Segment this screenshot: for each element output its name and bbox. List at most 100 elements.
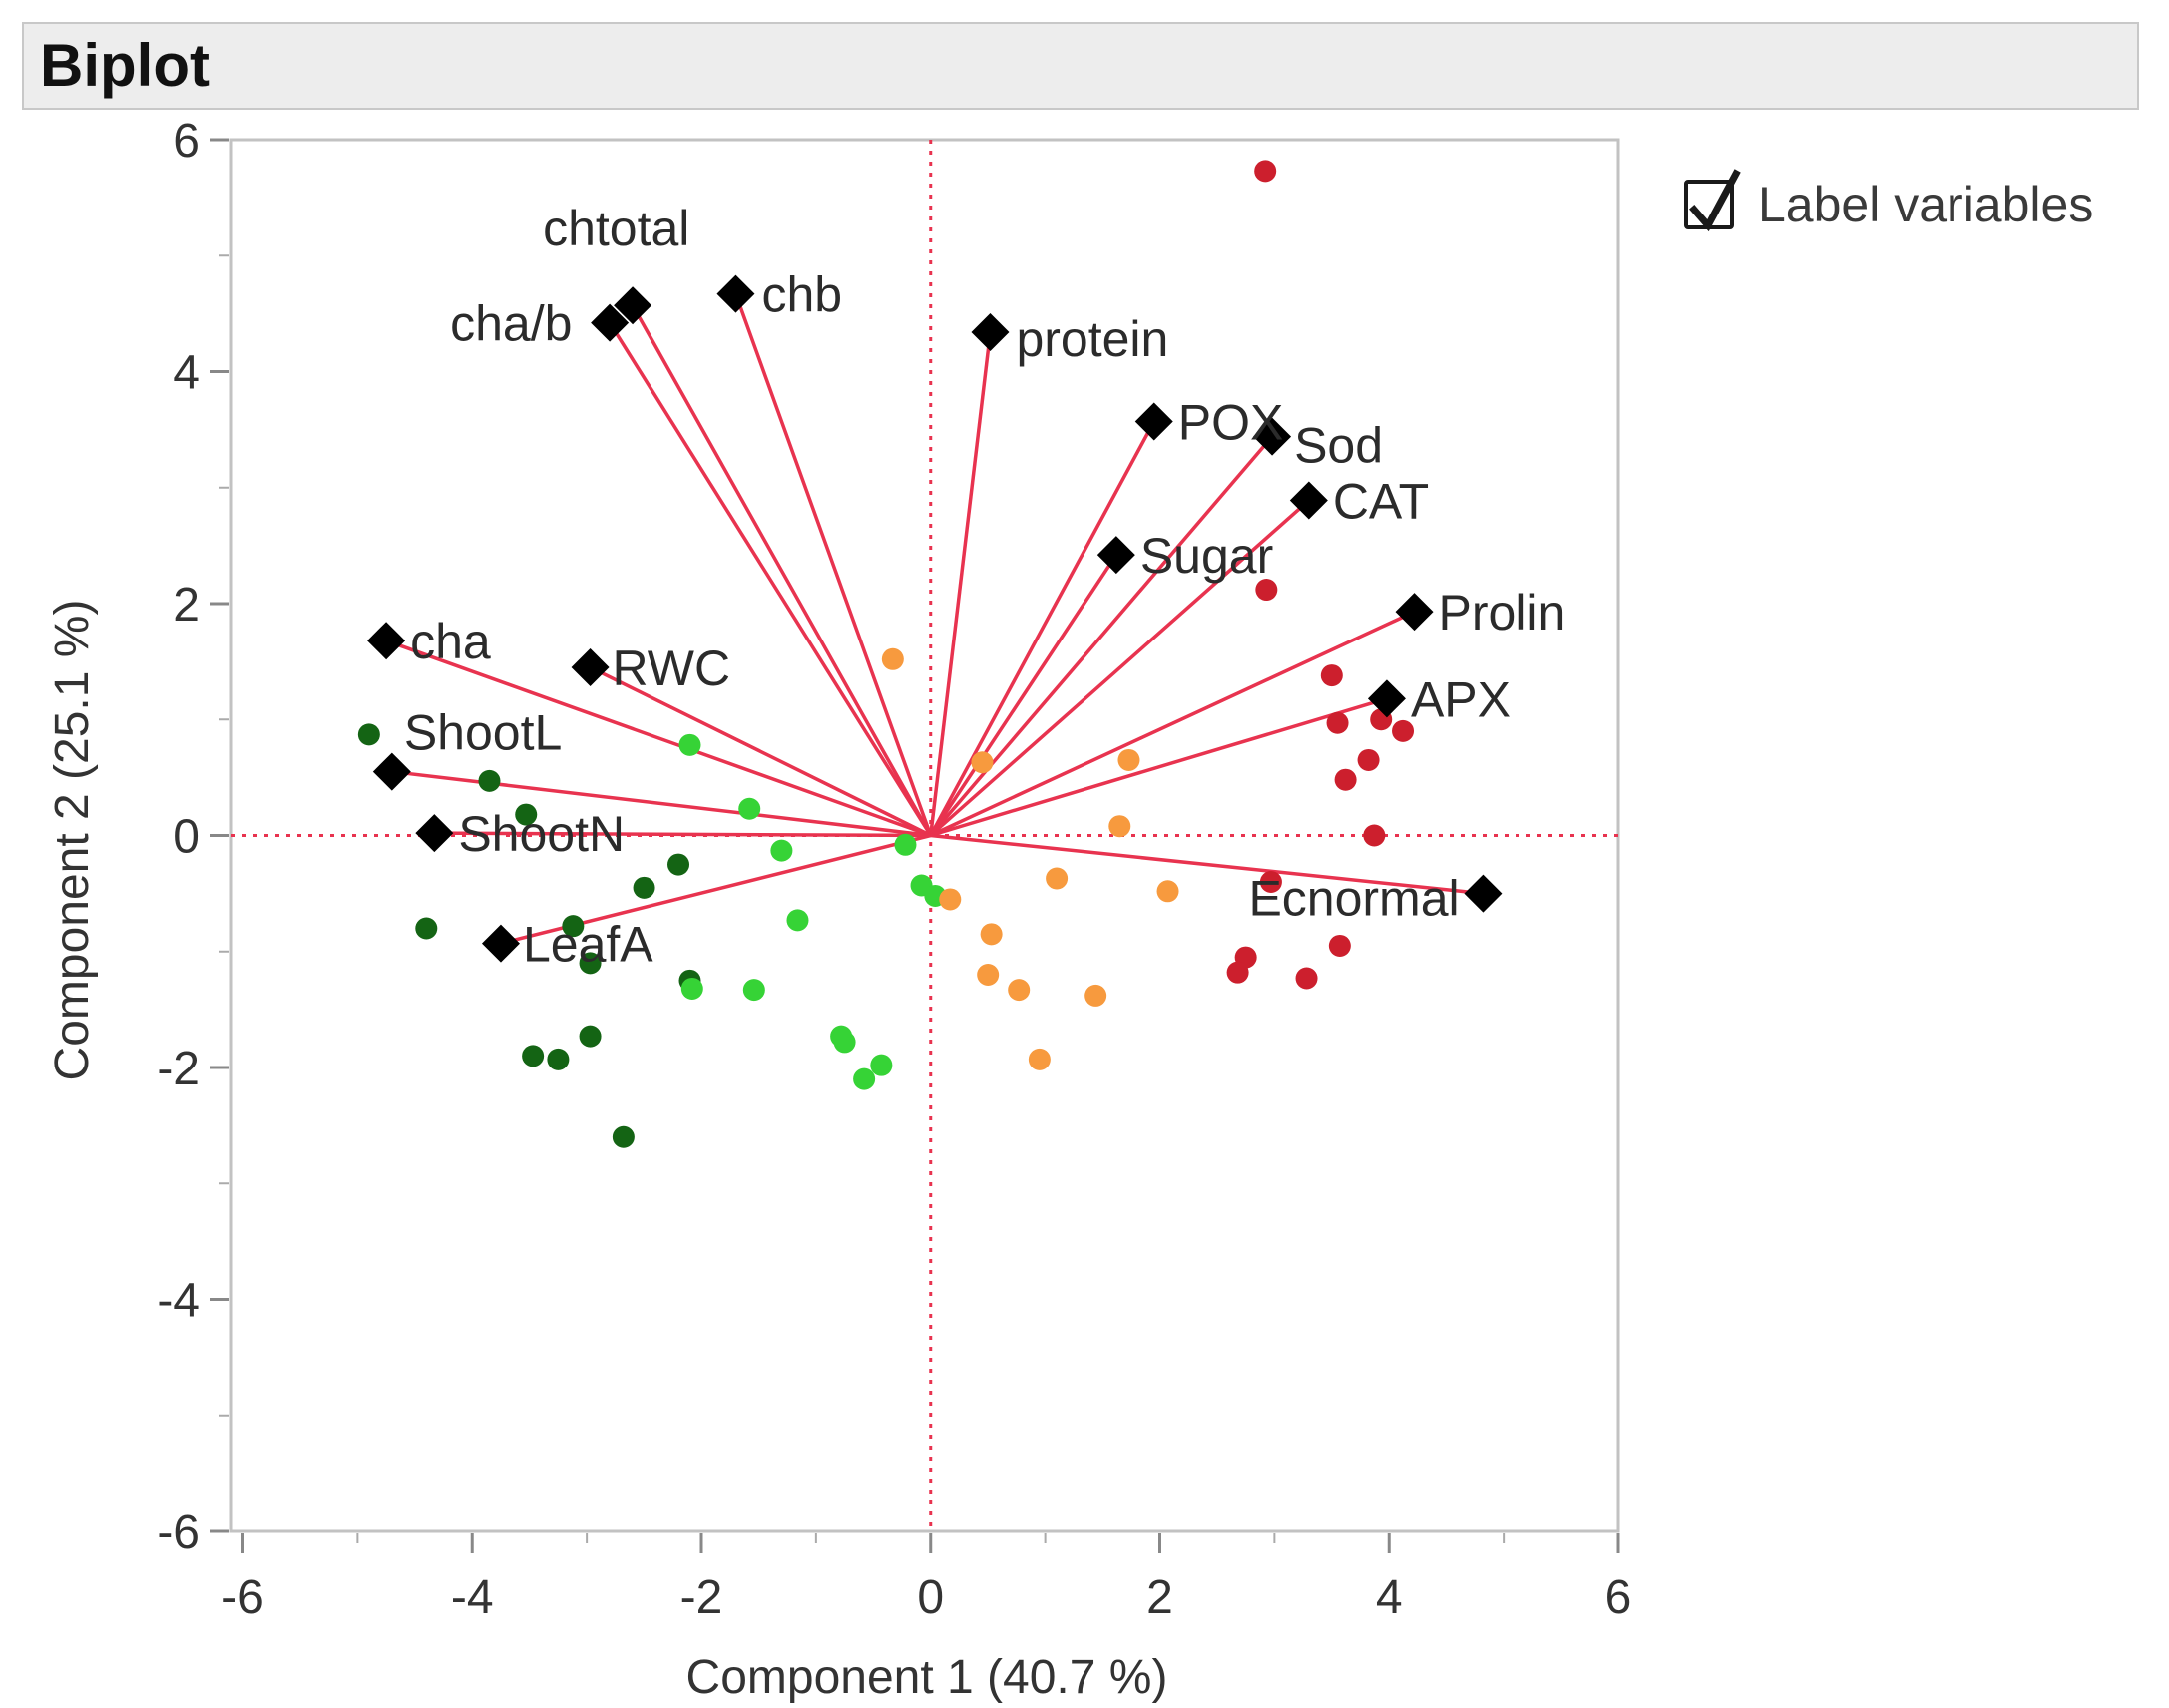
label-variables-checkbox[interactable] [1684,169,1741,232]
loading-vector-chb [733,293,933,837]
observation-points [357,160,1415,1148]
loading-label-cha: cha [410,614,491,669]
data-point [1046,867,1069,890]
data-point [742,979,765,1002]
data-point [478,769,501,792]
loading-label-chtotal: chtotal [543,201,689,256]
data-point [1334,768,1357,791]
label-variables-option[interactable]: Label variables [1684,169,2094,233]
data-point [1326,711,1349,734]
x-tick-label: 4 [1376,1571,1403,1624]
loading-vector-Sugar [929,554,1118,837]
y-tick-label: 4 [173,347,200,400]
data-point [612,1125,635,1148]
loading-marker-Ecnormal [1464,874,1503,913]
loading-label-RWC: RWC [613,640,731,696]
data-point [357,723,380,746]
data-point [1254,160,1277,183]
loading-marker-Sod [1253,417,1292,456]
data-point [579,952,602,975]
loading-label-chb: chb [761,267,842,323]
y-tick-label: 6 [173,115,200,168]
x-tick-label: 6 [1605,1571,1632,1624]
x-tick-label: 0 [917,1571,944,1624]
loading-label-ShootN: ShootN [458,806,625,862]
data-point [1357,748,1380,771]
data-point [977,964,1000,986]
label-variables-label: Label variables [1758,177,2094,232]
data-point [667,853,690,876]
data-point [881,647,904,670]
loading-marker-LeafA [481,924,520,963]
data-point [894,833,917,856]
data-point [738,797,761,820]
x-axis-label: Component 1 (40.7 %) [686,1651,1168,1704]
loading-marker-protein [971,312,1010,351]
loading-vector-cha/b [608,321,933,837]
loading-label-ShootL: ShootL [404,705,562,761]
data-point [1008,979,1031,1002]
loading-marker-POX [1134,402,1173,441]
data-point [1320,664,1343,687]
loading-label-LeafA: LeafA [523,917,653,973]
loading-marker-APX [1367,679,1406,718]
loading-vector-ShootN [434,831,931,838]
loading-vector-chtotal [631,304,933,837]
panel-title: Biplot [40,32,210,99]
data-point [1226,961,1249,984]
y-tick-label: -2 [157,1043,200,1095]
data-point [633,876,655,899]
data-point [939,888,962,911]
data-point [547,1048,570,1070]
loading-vector-protein [929,331,993,836]
loading-vector-APX [930,696,1388,838]
y-axis-label: Component 2 (25.1 %) [46,600,99,1081]
x-tick-label: -4 [451,1571,494,1624]
data-point [678,733,701,756]
data-point [515,803,538,826]
data-point [680,977,703,1000]
loading-label-POX: POX [1178,394,1284,450]
data-point [1156,880,1179,903]
loading-vector-RWC [589,665,932,838]
loading-marker-RWC [571,647,610,686]
loading-marker-cha [367,622,406,660]
checkmark-icon [1689,169,1741,232]
data-point [971,751,994,774]
data-point [562,915,585,938]
loading-marker-chtotal [614,286,652,325]
y-tick-label: -6 [157,1506,200,1559]
panel-header[interactable]: Biplot [22,22,2139,110]
loading-label-Sod: Sod [1294,418,1383,474]
data-point [1084,984,1107,1007]
data-point [1117,748,1140,771]
loading-label-protein: protein [1016,311,1168,367]
data-point [1028,1048,1051,1070]
data-point [522,1045,545,1068]
loading-label-cha/b: cha/b [450,296,572,352]
y-tick-label: -4 [157,1275,200,1328]
data-point [770,839,793,862]
data-point [1295,967,1318,990]
loading-marker-ShootN [415,814,454,853]
loading-label-Sugar: Sugar [1140,528,1273,584]
loading-marker-chb [716,274,755,313]
loading-label-Prolin: Prolin [1439,585,1566,640]
loading-label-CAT: CAT [1333,474,1429,530]
data-point [833,1031,856,1054]
loading-vectors [385,293,1484,946]
data-point [1392,719,1415,742]
data-point [1328,934,1351,957]
loading-vector-POX [929,420,1156,837]
loading-vector-cha [385,639,932,838]
loading-vector-Prolin [930,610,1416,838]
axes: -6 -4 -2 0 2 4 6 -6 -4 -2 0 2 4 6 [157,115,1631,1624]
data-point [870,1054,893,1076]
loading-vector-CAT [929,499,1310,837]
x-tick-label: -2 [680,1571,723,1624]
loading-vector-Ecnormal [930,833,1484,896]
loading-label-Ecnormal: Ecnormal [1248,871,1459,927]
loading-marker-CAT [1289,481,1328,520]
x-tick-label: -6 [221,1571,264,1624]
